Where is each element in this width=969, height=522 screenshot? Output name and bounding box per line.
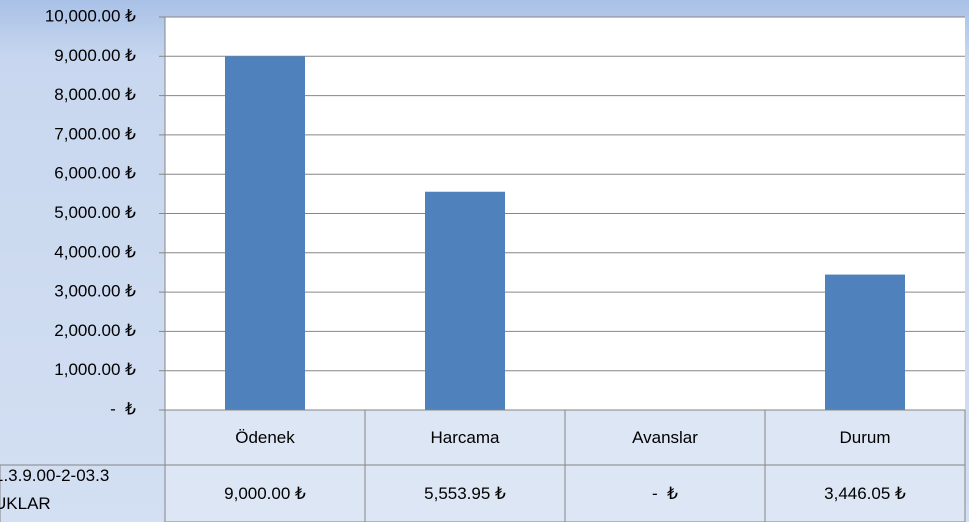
y-tick-label: 9,000.00 ₺ [54,46,136,65]
x-tick-label: Avanslar [632,428,698,447]
y-tick-label: 10,000.00 ₺ [45,6,136,25]
y-tick-label: 8,000.00 ₺ [54,85,136,104]
bar [225,56,305,411]
y-tick-label: 3,000.00 ₺ [54,282,136,301]
bar [425,191,505,410]
y-tick-label: 7,000.00 ₺ [54,124,136,143]
y-tick-label: 1,000.00 ₺ [54,360,136,379]
x-tick-label: Ödenek [235,428,295,447]
y-tick-label: 6,000.00 ₺ [54,164,136,183]
series-name: 1.3.9.00-2-03.3 UKLAR [0,466,110,513]
value-label: 9,000.00 ₺ [224,484,306,503]
y-tick-label: 2,000.00 ₺ [54,321,136,340]
y-tick-label: 5,000.00 ₺ [54,203,136,222]
y-tick-label: - ₺ [110,399,136,418]
bar [825,274,905,410]
value-label: 3,446.05 ₺ [824,484,906,503]
value-label: 5,553.95 ₺ [424,484,506,503]
value-label: - ₺ [652,484,678,503]
x-tick-label: Durum [839,428,890,447]
x-tick-label: Harcama [431,428,501,447]
y-tick-label: 4,000.00 ₺ [54,242,136,261]
